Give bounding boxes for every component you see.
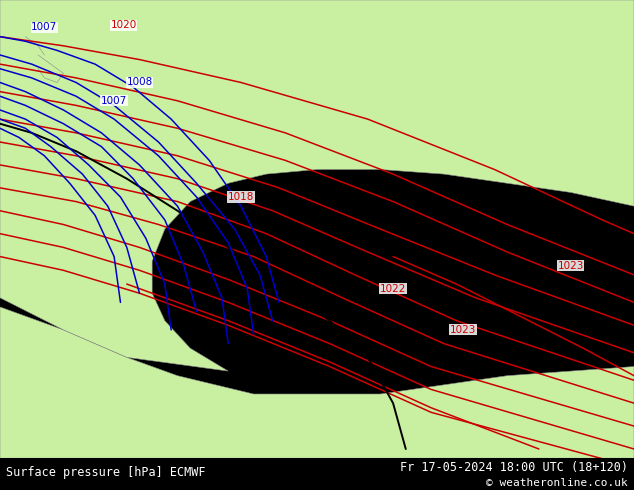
Text: 1023: 1023 bbox=[450, 325, 476, 335]
Polygon shape bbox=[0, 0, 634, 371]
Text: 1020: 1020 bbox=[110, 20, 137, 30]
Text: 1023: 1023 bbox=[557, 261, 584, 271]
Text: Fr 17-05-2024 18:00 UTC (18+120): Fr 17-05-2024 18:00 UTC (18+120) bbox=[399, 461, 628, 473]
Text: 1008: 1008 bbox=[126, 77, 153, 88]
Text: 1022: 1022 bbox=[380, 284, 406, 294]
Polygon shape bbox=[0, 307, 634, 458]
Text: © weatheronline.co.uk: © weatheronline.co.uk bbox=[486, 478, 628, 488]
Text: 1007: 1007 bbox=[31, 23, 58, 32]
Text: 1007: 1007 bbox=[101, 96, 127, 106]
Text: 1018: 1018 bbox=[228, 192, 254, 202]
Text: Surface pressure [hPa] ECMWF: Surface pressure [hPa] ECMWF bbox=[6, 466, 206, 479]
